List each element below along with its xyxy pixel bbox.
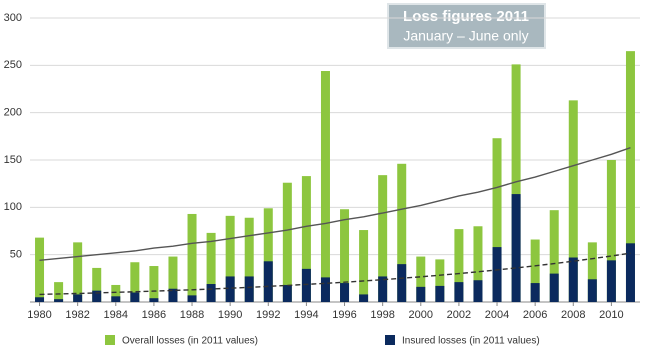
- bar: [92, 267, 102, 302]
- bar: [530, 239, 540, 302]
- annotation-title: Loss figures 2011: [403, 8, 529, 25]
- bar: [168, 288, 178, 302]
- bar: [244, 276, 254, 302]
- bar: [587, 242, 597, 302]
- x-tick-label: 1984: [104, 309, 128, 321]
- x-tick-label: 1980: [27, 309, 51, 321]
- trend-line: [39, 252, 631, 296]
- bar: [35, 237, 45, 302]
- bar: [397, 163, 407, 302]
- x-tick-label: 1986: [142, 309, 166, 321]
- legend-label: Overall losses (in 2011 values): [122, 336, 258, 347]
- trend-line: [39, 147, 631, 262]
- legend-swatch: [385, 335, 395, 345]
- y-tick-label: 150: [4, 154, 22, 166]
- x-tick-label: 1982: [65, 309, 89, 321]
- y-tick-label: 250: [4, 59, 22, 71]
- bar: [454, 229, 464, 302]
- bar: [378, 175, 388, 302]
- bar: [111, 284, 121, 302]
- bar: [359, 294, 369, 302]
- y-tick-label: 300: [4, 12, 22, 24]
- bar: [206, 232, 216, 302]
- bar: [606, 160, 616, 302]
- bar: [587, 279, 597, 302]
- bar: [511, 194, 521, 302]
- x-tick-label: 1990: [218, 309, 242, 321]
- bar: [549, 210, 559, 302]
- bar: [301, 176, 311, 302]
- bar: [397, 264, 407, 302]
- bar: [263, 261, 273, 302]
- bar: [187, 295, 197, 302]
- legend-swatch: [105, 335, 115, 345]
- bar: [416, 286, 426, 302]
- bar: [320, 277, 330, 302]
- annotation-subtitle: January – June only: [403, 28, 528, 44]
- bar: [282, 284, 292, 302]
- x-tick-label: 1994: [294, 309, 318, 321]
- bar: [492, 247, 502, 302]
- bar: [225, 215, 235, 302]
- bar: [35, 297, 45, 302]
- bar: [320, 71, 330, 302]
- x-tick-label: 1988: [180, 309, 204, 321]
- x-tick-label: 2010: [599, 309, 623, 321]
- bar: [187, 213, 197, 302]
- bar: [73, 294, 83, 302]
- bar: [244, 217, 254, 302]
- bar: [92, 290, 102, 302]
- bar: [511, 64, 521, 303]
- bar: [54, 299, 64, 302]
- x-tick-label: 2002: [447, 309, 471, 321]
- y-tick-label: 50: [10, 249, 22, 261]
- y-tick-label: 200: [4, 107, 22, 119]
- bar: [435, 285, 445, 302]
- bar: [378, 276, 388, 302]
- bar: [625, 243, 635, 302]
- bar: [149, 266, 159, 302]
- bar: [340, 209, 350, 302]
- bar: [54, 282, 64, 302]
- bar: [549, 273, 559, 302]
- bar: [492, 138, 502, 302]
- bar: [473, 226, 483, 302]
- x-tick-label: 1992: [256, 309, 280, 321]
- bar: [435, 259, 445, 302]
- bar: [606, 260, 616, 302]
- bar: [568, 257, 578, 302]
- bar: [263, 208, 273, 302]
- bar: [73, 242, 83, 302]
- bar: [149, 298, 159, 302]
- x-tick-label: 1996: [332, 309, 356, 321]
- bar: [568, 100, 578, 302]
- y-tick-label: 100: [4, 201, 22, 213]
- bar: [416, 256, 426, 302]
- x-tick-label: 2006: [523, 309, 547, 321]
- bar: [168, 256, 178, 302]
- bar: [359, 230, 369, 302]
- x-tick-label: 1998: [370, 309, 394, 321]
- bar: [206, 284, 216, 302]
- bar: [111, 296, 121, 302]
- x-tick-label: 2004: [485, 309, 509, 321]
- bar: [301, 268, 311, 302]
- x-tick-label: 2008: [561, 309, 585, 321]
- bar: [530, 283, 540, 302]
- bar: [130, 292, 140, 302]
- bar: [130, 262, 140, 302]
- x-tick-label: 2000: [409, 309, 433, 321]
- annotation-box: [387, 3, 546, 49]
- bar: [625, 51, 635, 303]
- bar: [454, 282, 464, 302]
- bar: [282, 182, 292, 302]
- bar: [473, 280, 483, 302]
- bar: [225, 276, 235, 302]
- bar: [340, 283, 350, 302]
- legend-label: Insured losses (in 2011 values): [402, 336, 540, 347]
